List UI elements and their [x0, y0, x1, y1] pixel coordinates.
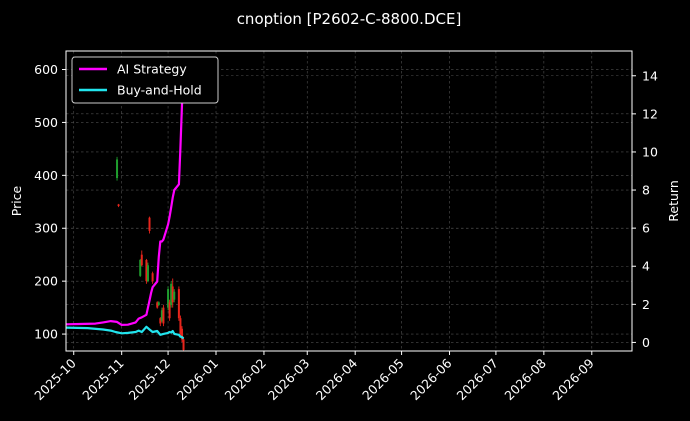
candle-body [139, 259, 142, 276]
candle-body [160, 310, 163, 321]
candle-body [156, 302, 159, 308]
x-tick-label: 2026-05 [359, 356, 407, 404]
y-tick-label: 200 [34, 274, 58, 289]
candle-body [151, 273, 154, 282]
y2-tick-label: 8 [642, 183, 650, 198]
x-tick-label: 2026-09 [549, 355, 597, 403]
legend-label-buy-and-hold: Buy-and-Hold [117, 83, 202, 98]
y-tick-label: 100 [34, 327, 58, 342]
candle-body [171, 286, 174, 303]
chart-title: cnoption [P2602-C-8800.DCE] [237, 10, 462, 28]
y-tick-label: 300 [34, 221, 58, 236]
y-tick-label: 400 [34, 168, 58, 183]
series-lines [65, 58, 187, 340]
candle-body [157, 302, 160, 305]
y2-tick-label: 10 [642, 144, 658, 159]
candle-body [145, 259, 148, 282]
candle-body [116, 159, 119, 178]
x-tick-label: 2026-06 [407, 355, 455, 403]
series-line-ai-strategy [65, 58, 187, 326]
y2-axis-label: Return [666, 180, 681, 221]
candle-body [140, 254, 143, 266]
y-tick-label: 500 [34, 115, 58, 130]
candle-body [167, 289, 170, 308]
x-tick-label: 2026-07 [453, 356, 501, 404]
candle-body [170, 283, 173, 305]
candle-body [117, 204, 120, 207]
y2-tick-label: 6 [642, 221, 650, 236]
x-tick-label: 2025-10 [31, 355, 79, 403]
candle-body [159, 318, 162, 324]
y2-tick-label: 2 [642, 297, 650, 312]
x-tick-label: 2026-04 [313, 355, 361, 403]
x-tick-label: 2026-03 [265, 356, 313, 404]
x-tick-label: 2026-08 [501, 355, 549, 403]
y-axis-label: Price [9, 185, 24, 216]
candle-body [146, 265, 149, 282]
x-tick-label: 2026-01 [174, 356, 222, 404]
series-line-buy-and-hold [65, 325, 185, 340]
candle-body [173, 291, 176, 300]
legend-label-ai-strategy: AI Strategy [117, 62, 187, 77]
candle-body [162, 307, 165, 324]
candle-body [180, 328, 183, 340]
x-tick-label: 2025-12 [126, 356, 174, 404]
plot-frame [65, 50, 633, 352]
grid [66, 51, 632, 351]
y2-tick-label: 12 [642, 106, 658, 121]
legend: AI Strategy Buy-and-Hold [71, 56, 219, 104]
candle-body [177, 289, 180, 319]
y-tick-label: 600 [34, 62, 58, 77]
x-tick-label: 2026-02 [222, 356, 270, 404]
y2-tick-label: 0 [642, 335, 650, 350]
candle-body [148, 217, 151, 231]
x-tick-label: 2025-11 [79, 356, 127, 404]
legend-box [71, 56, 219, 104]
y2-tick-label: 4 [642, 259, 650, 274]
candle-body [179, 318, 182, 335]
y2-tick-label: 14 [642, 68, 658, 83]
y-axis-right: 0 2 4 6 8 10 12 14 [632, 68, 658, 350]
y-axis-left: 100 200 300 400 500 600 [34, 62, 66, 342]
candlesticks [116, 156, 185, 351]
candle-body [182, 339, 185, 350]
candle-body [168, 302, 171, 319]
